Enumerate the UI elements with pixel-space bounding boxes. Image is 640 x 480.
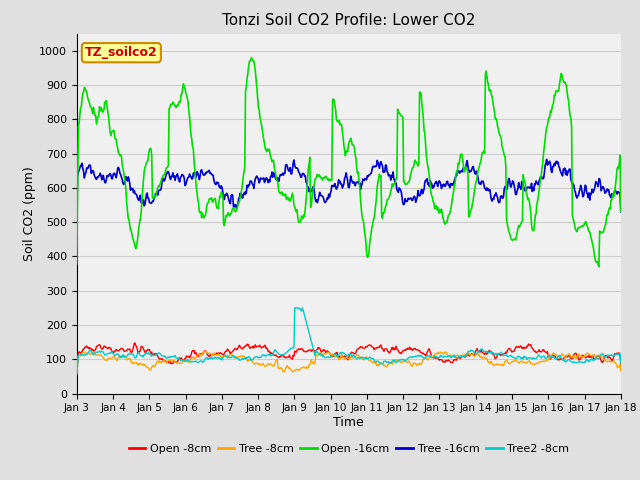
- Legend: Open -8cm, Tree -8cm, Open -16cm, Tree -16cm, Tree2 -8cm: Open -8cm, Tree -8cm, Open -16cm, Tree -…: [124, 439, 573, 458]
- Title: Tonzi Soil CO2 Profile: Lower CO2: Tonzi Soil CO2 Profile: Lower CO2: [222, 13, 476, 28]
- Text: TZ_soilco2: TZ_soilco2: [85, 46, 157, 59]
- Y-axis label: Soil CO2 (ppm): Soil CO2 (ppm): [23, 166, 36, 261]
- X-axis label: Time: Time: [333, 416, 364, 429]
